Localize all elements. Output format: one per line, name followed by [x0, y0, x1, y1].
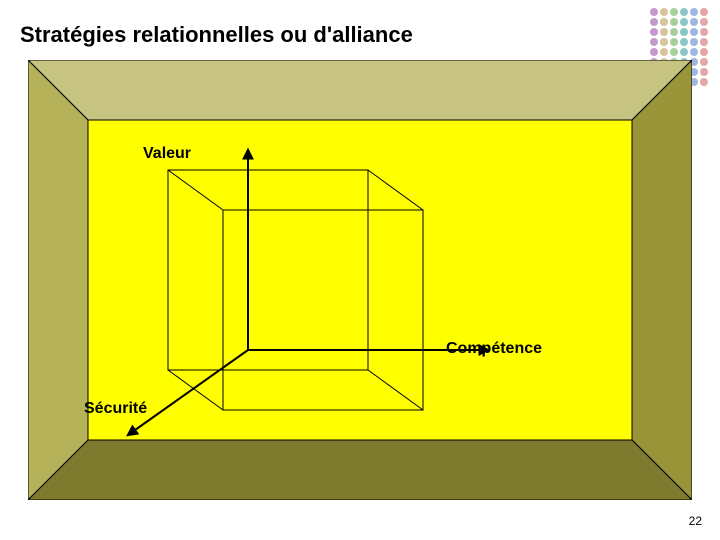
axis-label-valeur: Valeur [143, 145, 191, 163]
diagram-svg [28, 60, 692, 500]
page-title: Stratégies relationnelles ou d'alliance [20, 22, 413, 48]
diagram: Valeur Compétence Sécurité [28, 60, 692, 500]
axis-label-securite: Sécurité [84, 400, 147, 418]
page-number: 22 [689, 514, 702, 528]
slide: Stratégies relationnelles ou d'alliance … [0, 0, 720, 540]
axis-label-competence: Compétence [446, 340, 542, 358]
